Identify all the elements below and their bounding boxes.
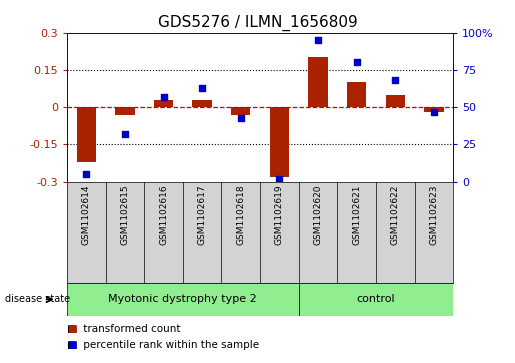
Text: ■: ■ [67, 340, 77, 350]
Bar [299, 283, 453, 316]
Text: ■  transformed count: ■ transformed count [67, 323, 180, 334]
Text: GDS5276 / ILMN_1656809: GDS5276 / ILMN_1656809 [158, 15, 357, 31]
Bar [270, 107, 289, 176]
Bar [386, 95, 405, 107]
Text: GSM1102623: GSM1102623 [430, 184, 438, 245]
Text: GSM1102622: GSM1102622 [391, 184, 400, 245]
Text: GSM1102617: GSM1102617 [198, 184, 207, 245]
Bar [347, 82, 366, 107]
Bar [154, 100, 173, 107]
Bar [424, 107, 443, 112]
Bar [67, 283, 299, 316]
Point [391, 77, 400, 83]
Text: ■  percentile rank within the sample: ■ percentile rank within the sample [67, 340, 259, 350]
Text: GSM1102619: GSM1102619 [275, 184, 284, 245]
Bar [193, 100, 212, 107]
Point [159, 94, 167, 99]
Point [275, 176, 283, 182]
Text: GSM1102616: GSM1102616 [159, 184, 168, 245]
Text: GSM1102614: GSM1102614 [82, 184, 91, 245]
Point [236, 115, 245, 121]
Bar [77, 107, 96, 162]
Bar [231, 107, 250, 115]
Point [314, 37, 322, 43]
Text: GSM1102621: GSM1102621 [352, 184, 361, 245]
Point [352, 60, 360, 65]
Text: Myotonic dystrophy type 2: Myotonic dystrophy type 2 [109, 294, 257, 305]
Text: GSM1102615: GSM1102615 [121, 184, 129, 245]
Point [121, 131, 129, 137]
Text: GSM1102618: GSM1102618 [236, 184, 245, 245]
Bar [115, 107, 134, 115]
Point [82, 171, 91, 177]
Text: ■: ■ [67, 323, 77, 334]
Point [198, 85, 206, 91]
Text: disease state: disease state [5, 294, 70, 305]
Text: GSM1102620: GSM1102620 [314, 184, 322, 245]
Bar [308, 57, 328, 107]
Point [430, 109, 438, 114]
Text: control: control [356, 294, 396, 305]
